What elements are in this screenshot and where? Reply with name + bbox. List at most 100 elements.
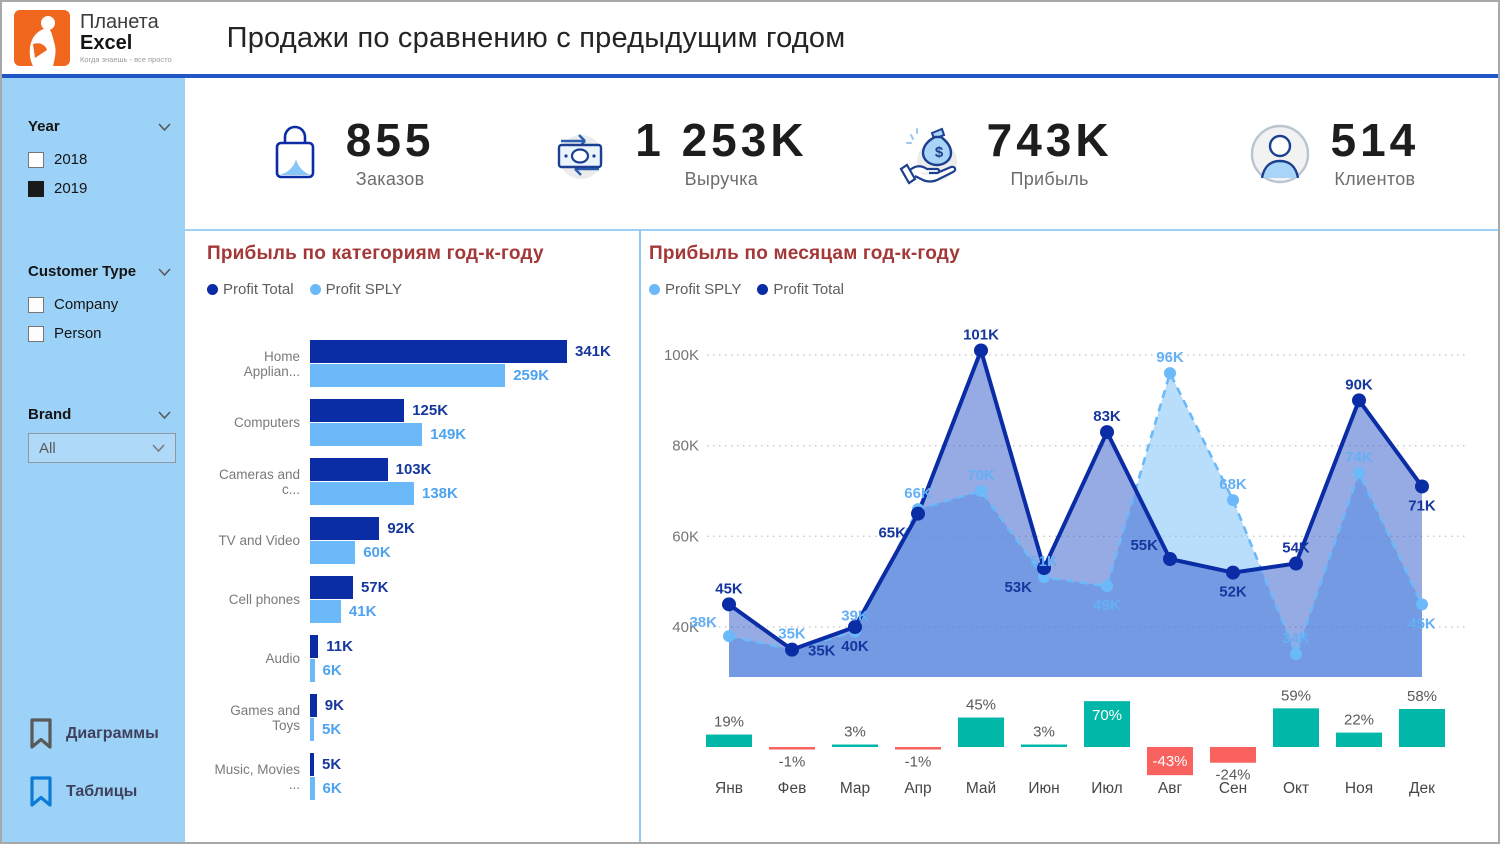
monthly-chart-panel: Прибыль по месяцам год-к-году Profit SPL… <box>641 231 1498 842</box>
bar-segment-profit-total[interactable] <box>310 340 567 363</box>
bar-segment-profit-sply[interactable] <box>310 364 506 387</box>
profit-total-point[interactable] <box>1163 552 1177 566</box>
checkbox-checked[interactable] <box>28 180 44 197</box>
profit-sply-point[interactable] <box>1227 494 1239 507</box>
profit-sply-point[interactable] <box>1353 466 1365 479</box>
chevron-down-icon[interactable] <box>158 410 171 419</box>
nav-item-tables[interactable]: Таблицы <box>28 776 171 808</box>
profit-total-point[interactable] <box>1289 556 1303 571</box>
profit-sply-point[interactable] <box>975 485 987 497</box>
profit-sply-point[interactable] <box>1101 580 1113 593</box>
bar-segment-profit-sply[interactable] <box>310 777 315 800</box>
bar-segment-profit-total[interactable] <box>310 517 380 540</box>
checkbox-unchecked[interactable] <box>28 296 44 313</box>
growth-bar[interactable] <box>895 747 941 750</box>
kpi-customers-value: 514 <box>1330 114 1420 166</box>
svg-text:100K: 100K <box>664 347 699 364</box>
bar-category-label: Music, Movies ... <box>214 761 300 792</box>
category-bar-chart: Home Applian... 341K 259K Computers 125K 149K… <box>207 334 639 806</box>
growth-bar[interactable] <box>1336 732 1382 747</box>
profit-total-point[interactable] <box>974 343 988 358</box>
bar-segment-profit-total[interactable] <box>310 458 388 481</box>
growth-bar[interactable] <box>958 717 1004 747</box>
filter-sidebar: Year 2018 2019 Customer Type Company Perso… <box>2 78 185 842</box>
chevron-down-icon[interactable] <box>158 122 171 131</box>
bar-segment-profit-sply[interactable] <box>310 600 341 623</box>
svg-text:90K: 90K <box>1345 376 1373 393</box>
bar-category-label: Cell phones <box>228 592 300 607</box>
growth-bar[interactable] <box>769 747 815 750</box>
profit-total-point[interactable] <box>722 597 736 612</box>
bar-segment-profit-total[interactable] <box>310 694 317 717</box>
growth-bar[interactable] <box>1147 747 1193 776</box>
year-option-2019[interactable]: 2019 <box>28 174 171 203</box>
checkbox-label: 2019 <box>54 180 88 197</box>
profit-total-point[interactable] <box>1100 425 1114 440</box>
chevron-down-icon[interactable] <box>158 267 171 276</box>
profit-total-point[interactable] <box>1415 479 1429 494</box>
logo[interactable]: Планета Excel Когда знаешь - все просто <box>14 10 172 66</box>
profit-total-point[interactable] <box>1352 393 1366 408</box>
checkbox-unchecked[interactable] <box>28 325 44 342</box>
profit-sply-point[interactable] <box>1416 598 1428 611</box>
bar-segment-profit-sply[interactable] <box>310 718 314 741</box>
profit-total-point[interactable] <box>1226 565 1240 580</box>
year-option-2018[interactable]: 2018 <box>28 145 171 174</box>
bar-value-label: 341K <box>575 343 611 360</box>
growth-bar[interactable] <box>1273 708 1319 747</box>
growth-bar[interactable] <box>706 734 752 747</box>
legend-item-profit-total[interactable]: Profit Total <box>207 281 294 298</box>
legend-item-profit-sply[interactable]: Profit SPLY <box>649 281 741 298</box>
bar-segment-profit-sply[interactable] <box>310 423 423 446</box>
bar-value-label: 6K <box>322 662 342 679</box>
nav-item-diagrams[interactable]: Диаграммы <box>28 718 171 750</box>
checkbox-label: 2018 <box>54 151 88 168</box>
kpi-profit-label: Прибыль <box>1010 169 1089 189</box>
chevron-down-icon <box>152 444 165 452</box>
bar-segment-profit-total[interactable] <box>310 576 353 599</box>
svg-text:Авг: Авг <box>1158 780 1183 797</box>
svg-text:70%: 70% <box>1092 707 1122 724</box>
legend-item-profit-sply[interactable]: Profit SPLY <box>309 281 402 298</box>
brand-dropdown[interactable]: All <box>28 433 176 463</box>
customer-type-option-person[interactable]: Person <box>28 319 171 348</box>
growth-bar[interactable] <box>832 744 878 748</box>
svg-text:55K: 55K <box>1130 537 1158 554</box>
profit-total-point[interactable] <box>1037 561 1051 576</box>
bar-value-label: 138K <box>422 485 458 502</box>
money-transfer-icon <box>558 133 604 179</box>
growth-bar[interactable] <box>1399 709 1445 747</box>
profit-total-point[interactable] <box>911 506 925 521</box>
profit-total-point[interactable] <box>848 620 862 634</box>
kpi-profit: $ 743K Прибыль <box>842 117 1170 190</box>
profit-total-line[interactable] <box>727 348 1424 652</box>
checkbox-unchecked[interactable] <box>28 151 44 168</box>
customer-icon <box>1250 124 1309 183</box>
svg-text:68K: 68K <box>1219 476 1247 493</box>
growth-bar[interactable] <box>1210 747 1256 763</box>
header-divider <box>2 74 1498 78</box>
customer-type-option-company[interactable]: Company <box>28 290 171 319</box>
bar-value-label: 103K <box>395 461 432 478</box>
bar-segment-profit-sply[interactable] <box>310 659 315 682</box>
growth-bar[interactable] <box>1084 701 1130 747</box>
bar-value-label: 41K <box>348 603 377 620</box>
bar-segment-profit-sply[interactable] <box>310 541 356 564</box>
profit-sply-point[interactable] <box>1164 367 1176 380</box>
svg-text:40K: 40K <box>841 638 869 655</box>
profit-sply-line[interactable] <box>728 369 1424 658</box>
legend-dot <box>207 284 218 295</box>
bar-segment-profit-sply[interactable] <box>310 482 414 505</box>
kpi-revenue-label: Выручка <box>684 169 759 189</box>
legend-item-profit-total[interactable]: Profit Total <box>757 281 844 298</box>
kpi-row: 855 Заказов 1 253K Выручка <box>185 78 1498 229</box>
bar-segment-profit-total[interactable] <box>310 399 405 422</box>
growth-bar[interactable] <box>1021 744 1067 748</box>
svg-text:Апр: Апр <box>904 780 931 797</box>
bar-segment-profit-total[interactable] <box>310 635 319 658</box>
profit-sply-point[interactable] <box>723 630 735 643</box>
bar-segment-profit-total[interactable] <box>310 753 314 776</box>
profit-total-point[interactable] <box>785 642 799 657</box>
svg-text:-24%: -24% <box>1215 767 1250 784</box>
profit-sply-point[interactable] <box>1290 648 1302 661</box>
